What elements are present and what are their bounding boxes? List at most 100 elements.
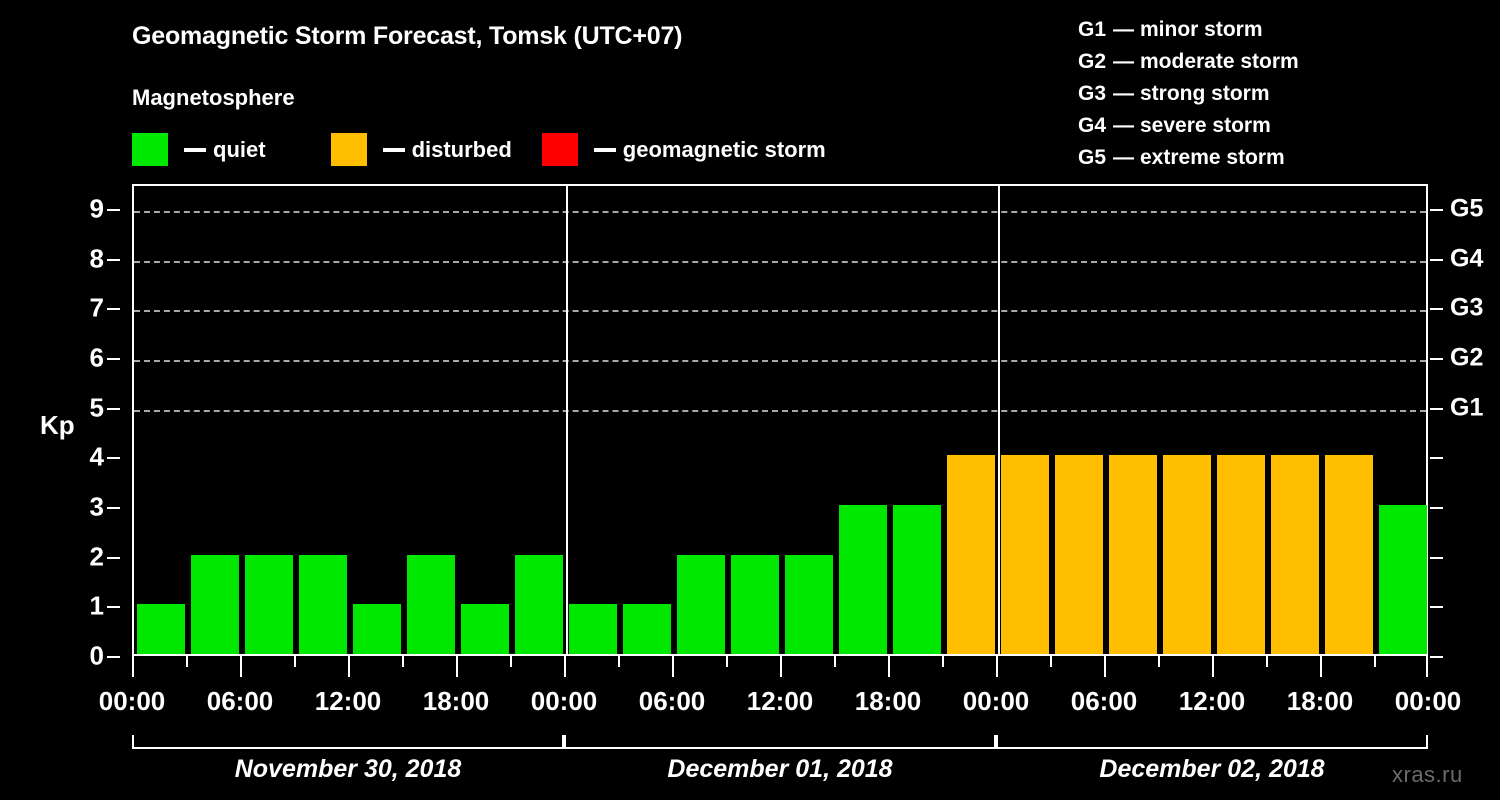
- bar: [677, 554, 725, 654]
- g-legend-row-g1: G1 — minor storm: [1078, 14, 1299, 46]
- g-axis-label-g4: G4: [1450, 244, 1484, 273]
- x-tick-label: 06:00: [638, 686, 706, 716]
- gridline: [134, 210, 1426, 213]
- x-tick-major: [456, 656, 458, 677]
- legend-dash-icon: [184, 147, 206, 152]
- x-tick-major: [240, 656, 242, 677]
- x-tick-label: 00:00: [962, 686, 1030, 716]
- bar: [1325, 455, 1373, 654]
- bar: [407, 554, 455, 654]
- g-legend-description: moderate storm: [1140, 50, 1299, 73]
- x-tick-label: 12:00: [746, 686, 814, 716]
- legend-entry-quiet: quiet: [132, 133, 266, 166]
- x-axis-ticks: [132, 656, 1428, 678]
- y-tick-mark: [107, 606, 120, 609]
- x-tick-minor: [1158, 656, 1160, 667]
- bar: [299, 554, 347, 654]
- y-tick-label: 5: [89, 392, 104, 423]
- y-tick-mark: [107, 258, 120, 261]
- y-tick-mark: [107, 656, 120, 658]
- x-tick-label: 12:00: [314, 686, 382, 716]
- y-tick-label: 9: [89, 193, 104, 224]
- x-tick-major: [564, 656, 566, 677]
- x-tick-minor: [1050, 656, 1052, 667]
- bar: [245, 554, 293, 654]
- x-tick-minor: [1374, 656, 1376, 667]
- y-tick-label: 4: [89, 441, 104, 472]
- y-tick-label: 7: [89, 292, 104, 323]
- bar: [569, 604, 617, 654]
- y-tick-mark: [107, 506, 120, 509]
- g-axis-tick-mark: [1430, 258, 1443, 261]
- gridline: [134, 359, 1426, 362]
- g-legend-code: G4: [1078, 114, 1107, 137]
- bar: [353, 604, 401, 654]
- g-axis-tick-mark: [1430, 407, 1443, 410]
- y-tick-label: 8: [89, 243, 104, 274]
- y-tick-label: 3: [89, 491, 104, 522]
- y-tick-mark: [107, 208, 120, 211]
- x-tick-minor: [294, 656, 296, 667]
- bar: [947, 455, 995, 654]
- x-tick-major: [780, 656, 782, 677]
- x-tick-label: 12:00: [1178, 686, 1246, 716]
- x-tick-major: [672, 656, 674, 677]
- day-divider: [998, 186, 1000, 654]
- g-axis-tick-mark: [1430, 556, 1443, 559]
- y-axis-ticks: 0 1 2 3 4 5 6 7 8 9: [68, 184, 120, 671]
- g-axis-label-g5: G5: [1450, 194, 1484, 223]
- y-tick-mark: [107, 407, 120, 410]
- g-legend-dash-icon: —: [1113, 50, 1134, 73]
- y-tick-mark: [107, 357, 120, 360]
- g-axis-tick-mark: [1430, 208, 1443, 211]
- x-tick-label: 00:00: [530, 686, 598, 716]
- g-legend-description: extreme storm: [1140, 146, 1285, 169]
- bar: [731, 554, 779, 654]
- legend-entry-disturbed: disturbed: [330, 133, 512, 166]
- legend-label: geomagnetic storm: [622, 136, 826, 162]
- g-axis-tick-mark: [1430, 656, 1443, 658]
- bar: [1001, 455, 1049, 654]
- g-axis-label-g1: G1: [1450, 393, 1484, 422]
- g-legend-row-g3: G3 — strong storm: [1078, 78, 1299, 110]
- watermark: xras.ru: [1392, 762, 1463, 787]
- page-title: Geomagnetic Storm Forecast, Tomsk (UTC+0…: [132, 22, 683, 50]
- x-tick-major: [1320, 656, 1322, 677]
- x-tick-minor: [402, 656, 404, 667]
- bar: [785, 554, 833, 654]
- y-tick-mark: [107, 457, 120, 460]
- bar: [839, 504, 887, 654]
- legend-label: quiet: [213, 136, 266, 162]
- x-tick-major: [996, 656, 998, 677]
- gridline: [134, 260, 1426, 263]
- y-tick-label: 1: [89, 590, 104, 621]
- x-tick-label: 06:00: [206, 686, 274, 716]
- g-legend-row-g5: G5 — extreme storm: [1078, 142, 1299, 174]
- chart-plot-area: [132, 184, 1428, 656]
- x-tick-minor: [942, 656, 944, 667]
- g-legend-dash-icon: —: [1113, 114, 1134, 137]
- bar: [893, 504, 941, 654]
- x-tick-label: 18:00: [1286, 686, 1354, 716]
- bar: [191, 554, 239, 654]
- x-tick-minor: [618, 656, 620, 667]
- day-bracket: [132, 735, 564, 749]
- bar: [1055, 455, 1103, 654]
- y-axis-title: Kp: [40, 410, 75, 440]
- bar: [137, 604, 185, 654]
- bar: [1271, 455, 1319, 654]
- magnetosphere-section-label: Magnetosphere: [132, 85, 295, 110]
- x-tick-major: [1104, 656, 1106, 677]
- bar: [1109, 455, 1157, 654]
- day-bracket: [564, 735, 996, 749]
- x-tick-major: [348, 656, 350, 677]
- red-swatch: [541, 133, 578, 166]
- green-swatch: [132, 133, 168, 166]
- g-axis-label-g3: G3: [1450, 293, 1484, 322]
- x-tick-label: 18:00: [854, 686, 922, 716]
- x-tick-minor: [726, 656, 728, 667]
- g-legend-code: G5: [1078, 146, 1107, 169]
- g-legend-row-g2: G2 — moderate storm: [1078, 46, 1299, 78]
- orange-swatch: [330, 133, 367, 166]
- y-tick-label: 2: [89, 541, 104, 572]
